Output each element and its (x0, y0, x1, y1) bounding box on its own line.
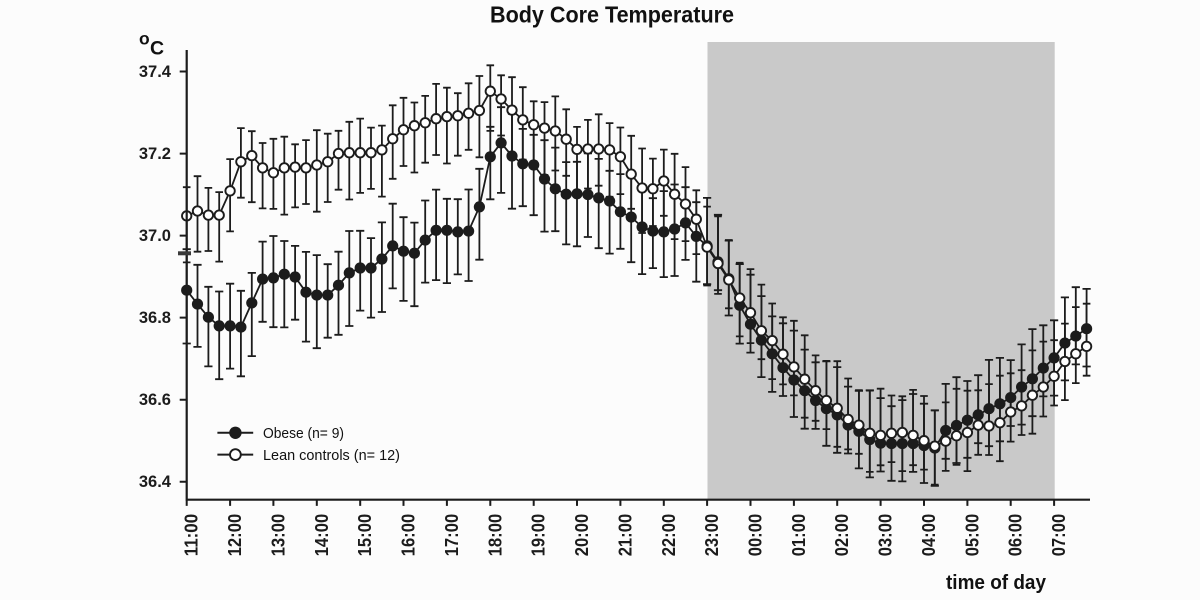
svg-text:36.6: 36.6 (139, 391, 171, 409)
svg-text:15:00: 15:00 (355, 514, 375, 557)
svg-text:Lean controls (n= 12): Lean controls (n= 12) (263, 447, 400, 464)
svg-text:20:00: 20:00 (572, 514, 592, 557)
svg-text:22:00: 22:00 (659, 514, 679, 557)
svg-text:Obese (n= 9): Obese (n= 9) (263, 425, 344, 442)
svg-text:23:00: 23:00 (702, 514, 722, 557)
svg-text:18:00: 18:00 (485, 514, 505, 557)
svg-text:time of day: time of day (946, 571, 1047, 594)
svg-text:00:00: 00:00 (746, 514, 766, 557)
svg-text:05:00: 05:00 (962, 514, 982, 557)
svg-text:03:00: 03:00 (876, 514, 896, 557)
svg-text:13:00: 13:00 (268, 514, 288, 557)
svg-text:07:00: 07:00 (1049, 514, 1069, 557)
svg-text:11:00: 11:00 (182, 514, 202, 557)
svg-text:06:00: 06:00 (1006, 514, 1026, 556)
svg-text:36.8: 36.8 (139, 309, 171, 327)
svg-text:14:00: 14:00 (312, 514, 332, 557)
svg-text:C: C (150, 38, 164, 60)
svg-text:04:00: 04:00 (919, 514, 939, 557)
svg-text:37.4: 37.4 (139, 63, 172, 81)
svg-text:16:00: 16:00 (399, 514, 419, 557)
svg-text:37.0: 37.0 (139, 227, 171, 245)
svg-text:12:00: 12:00 (225, 514, 245, 557)
svg-text:19:00: 19:00 (529, 514, 549, 557)
svg-text:01:00: 01:00 (789, 514, 809, 557)
svg-text:Body Core Temperature: Body Core Temperature (490, 2, 734, 28)
svg-text:36.4: 36.4 (139, 473, 172, 491)
svg-text:17:00: 17:00 (442, 514, 462, 557)
svg-text:21:00: 21:00 (615, 514, 635, 557)
svg-text:37.2: 37.2 (139, 145, 171, 163)
svg-text:o: o (139, 29, 150, 49)
svg-text:02:00: 02:00 (832, 514, 852, 557)
